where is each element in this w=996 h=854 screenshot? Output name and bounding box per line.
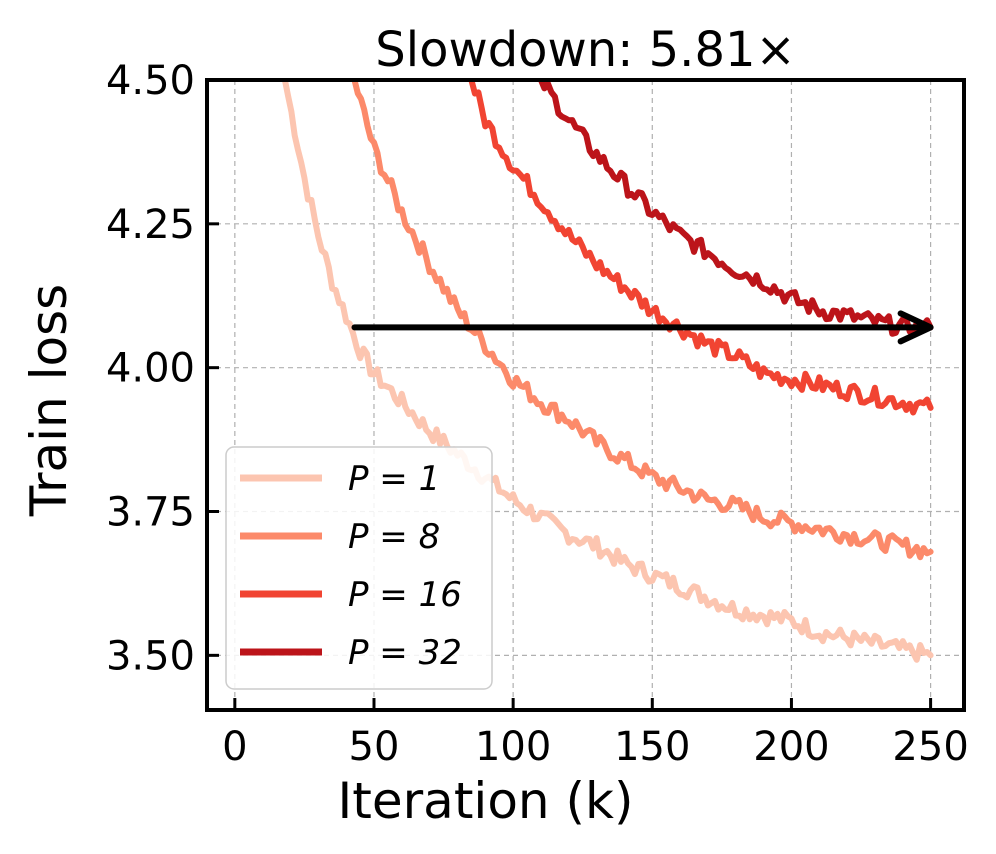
annotations	[351, 310, 934, 345]
y-tick-label: 4.25	[106, 202, 195, 248]
y-axis-label: Train loss	[20, 284, 78, 517]
legend: P = 1 P = 8 P = 16 P = 32	[225, 446, 493, 690]
chart-title: Slowdown: 5.81×	[375, 22, 795, 78]
x-tick-label: 50	[349, 724, 400, 770]
series-line	[281, 80, 934, 663]
x-tick-label: 0	[222, 724, 247, 770]
y-tick-label: 3.75	[106, 490, 195, 536]
y-tick-label: 4.00	[106, 346, 195, 392]
series-line	[468, 80, 934, 416]
legend-label: P = 16	[348, 575, 462, 615]
series-line	[351, 80, 934, 561]
arrow-head-icon	[897, 310, 934, 345]
series-lines	[281, 80, 934, 663]
legend-label: P = 1	[348, 459, 440, 499]
x-tick-label: 150	[614, 724, 690, 770]
axis-ticks: 0 50 100 150 200 250 3.50 3.75 4.00 4.25 4.50	[106, 58, 969, 770]
x-tick-label: 250	[892, 724, 968, 770]
legend-label: P = 8	[348, 517, 440, 557]
x-axis-label: Iteration (k)	[338, 772, 634, 830]
series-line	[538, 80, 934, 338]
plot-frame	[205, 78, 966, 712]
y-tick-label: 4.50	[106, 58, 195, 104]
x-tick-label: 200	[753, 724, 829, 770]
y-tick-label: 3.50	[106, 633, 195, 679]
legend-box	[225, 446, 493, 690]
x-tick-label: 100	[475, 724, 551, 770]
legend-label: P = 32	[348, 633, 462, 673]
